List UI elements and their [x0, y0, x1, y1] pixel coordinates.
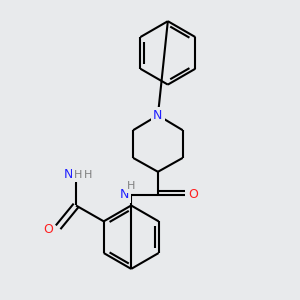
- Text: O: O: [189, 188, 199, 201]
- Text: N: N: [153, 109, 163, 122]
- Text: N: N: [153, 109, 163, 122]
- Text: H: H: [74, 170, 82, 180]
- Text: O: O: [43, 223, 53, 236]
- Text: H: H: [127, 181, 135, 191]
- Text: H: H: [84, 170, 92, 180]
- Text: N: N: [120, 188, 129, 201]
- Text: N: N: [63, 168, 73, 181]
